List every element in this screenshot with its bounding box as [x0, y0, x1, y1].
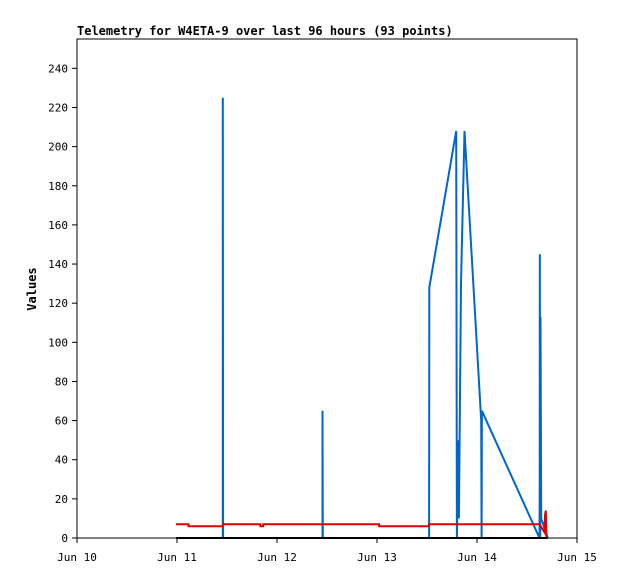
y-tick-label: 20: [55, 493, 68, 506]
y-tick-label: 80: [55, 375, 68, 388]
y-tick-label: 40: [55, 454, 68, 467]
x-tick-label: Jun 14: [457, 551, 497, 564]
y-axis: 0 20 40 60 80 100 120 140 160 180 200 220 240: [48, 62, 77, 545]
x-tick-label: Jun 12: [257, 551, 297, 564]
y-tick-label: 120: [48, 297, 68, 310]
y-tick-label: 160: [48, 219, 68, 232]
series-line-1: [176, 97, 549, 539]
x-tick-label: Jun 11: [157, 551, 197, 564]
x-tick-label: Jun 13: [357, 551, 397, 564]
y-axis-label: Values: [25, 267, 39, 310]
y-tick-label: 240: [48, 62, 68, 75]
x-axis: Jun 10 Jun 11 Jun 12 Jun 13 Jun 14 Jun 15: [57, 538, 597, 564]
chart-title: Telemetry for W4ETA-9 over last 96 hours…: [77, 24, 453, 38]
y-tick-label: 200: [48, 141, 68, 154]
x-tick-label: Jun 15: [557, 551, 597, 564]
y-tick-label: 140: [48, 258, 68, 271]
y-tick-label: 100: [48, 336, 68, 349]
series-line-2: [176, 510, 548, 539]
y-tick-label: 220: [48, 101, 68, 114]
y-tick-label: 180: [48, 180, 68, 193]
series-layer: [176, 97, 549, 539]
y-tick-label: 60: [55, 415, 68, 428]
y-tick-label: 0: [61, 532, 68, 545]
x-tick-label: Jun 10: [57, 551, 97, 564]
plot-area-frame: [76, 38, 578, 539]
